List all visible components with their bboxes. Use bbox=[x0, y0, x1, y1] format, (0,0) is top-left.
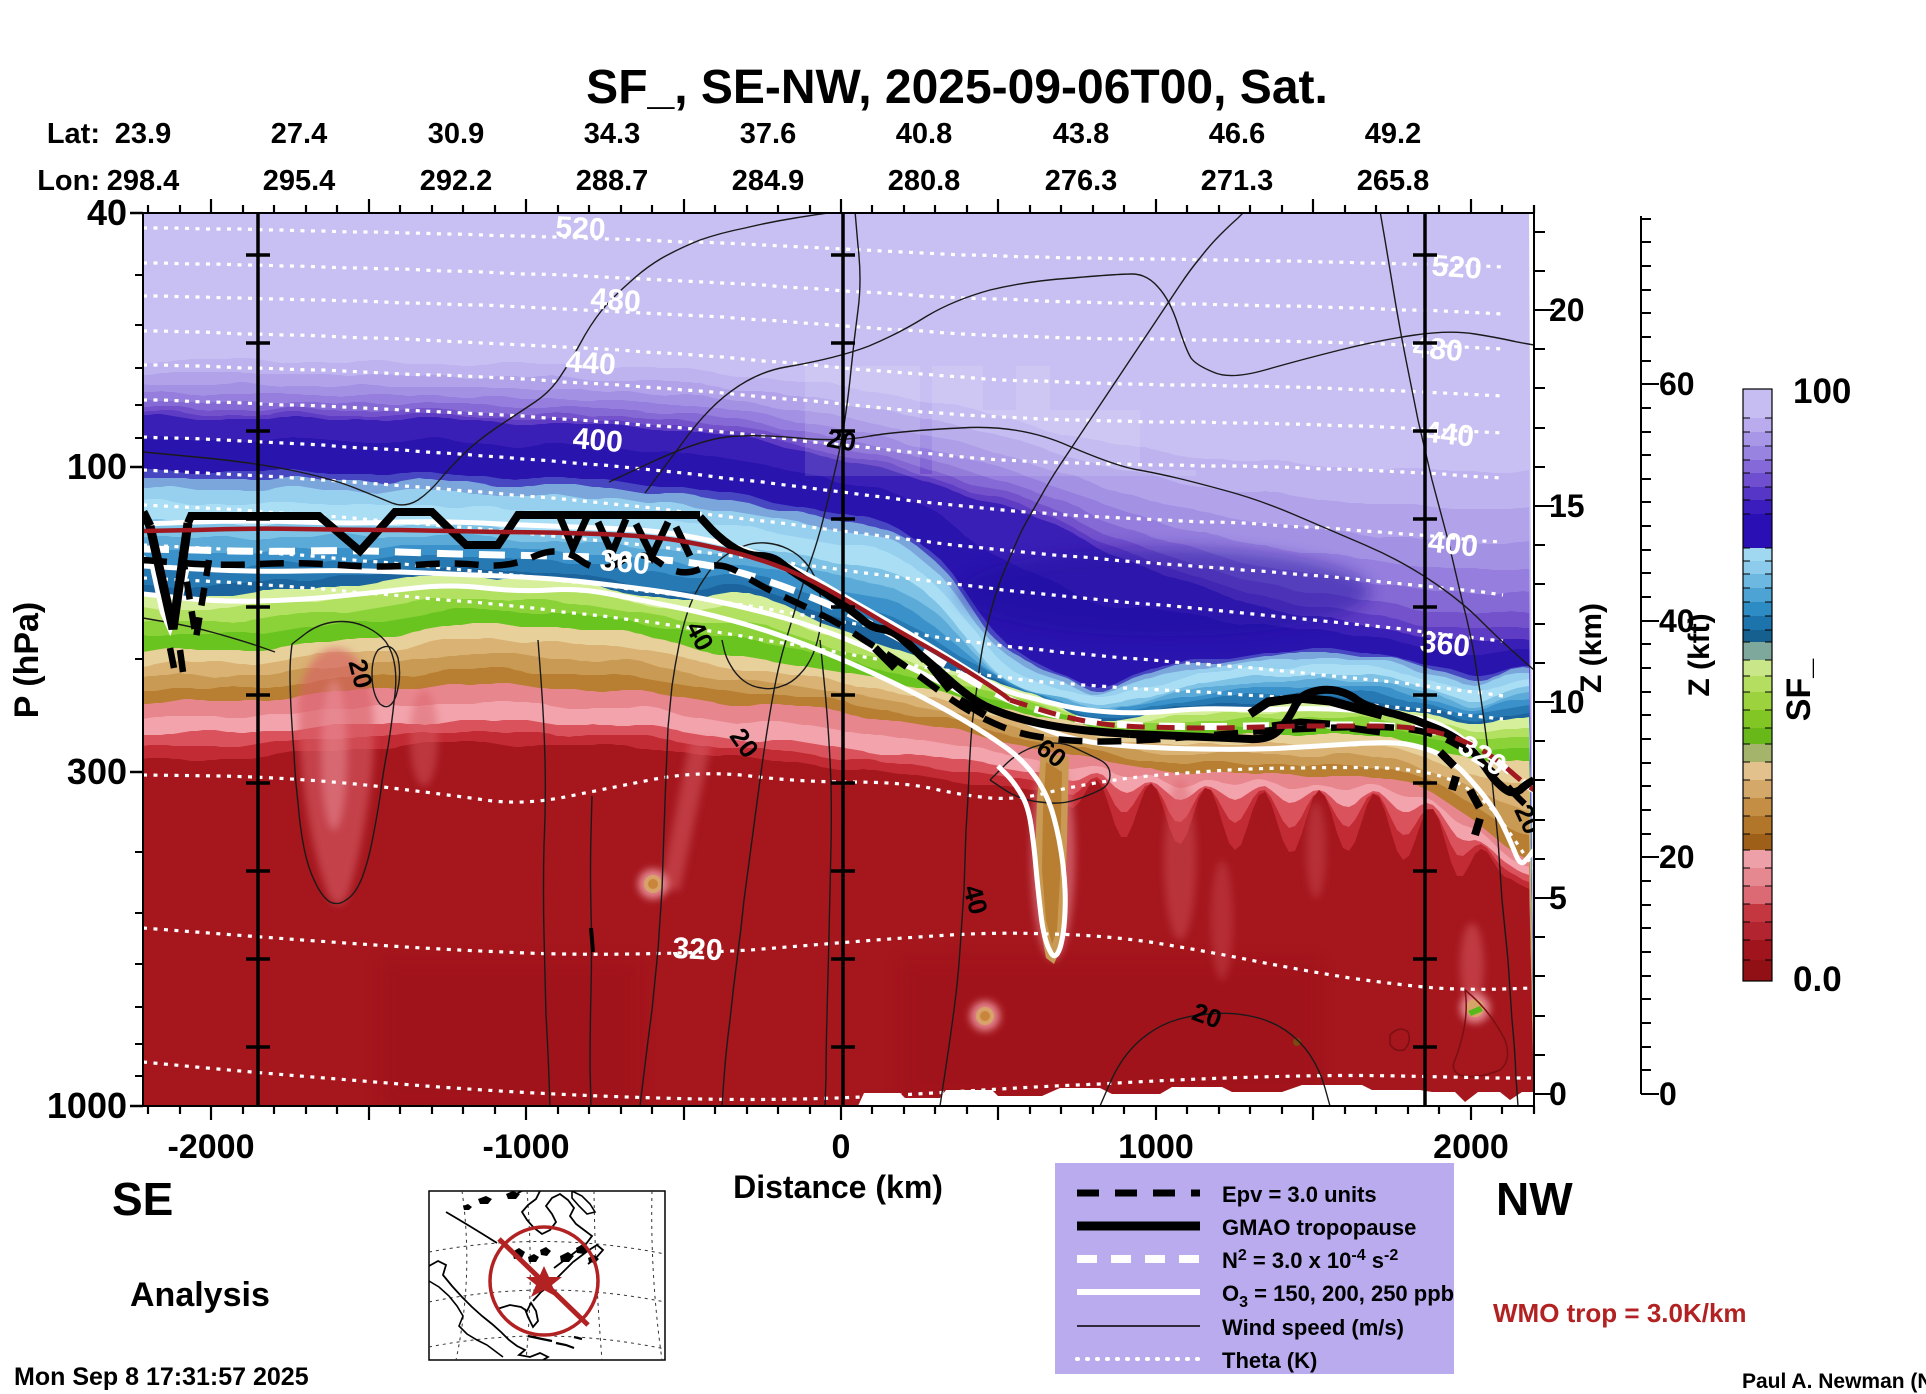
svg-text:276.3: 276.3 bbox=[1045, 165, 1118, 197]
svg-text:Wind speed (m/s): Wind speed (m/s) bbox=[1222, 1315, 1404, 1340]
svg-text:NW: NW bbox=[1496, 1173, 1573, 1225]
svg-text:Z (km): Z (km) bbox=[1575, 603, 1608, 693]
svg-text:Analysis: Analysis bbox=[130, 1276, 270, 1314]
svg-text:100: 100 bbox=[67, 446, 127, 487]
svg-text:20: 20 bbox=[1549, 292, 1585, 328]
svg-text:5: 5 bbox=[1549, 880, 1567, 916]
svg-text:320: 320 bbox=[672, 932, 724, 968]
svg-text:440: 440 bbox=[565, 345, 617, 381]
svg-text:60: 60 bbox=[1659, 366, 1695, 402]
svg-text:Theta (K): Theta (K) bbox=[1222, 1348, 1317, 1373]
svg-text:520: 520 bbox=[555, 211, 607, 247]
svg-text:GMAO tropopause: GMAO tropopause bbox=[1222, 1215, 1416, 1240]
svg-text:40: 40 bbox=[1659, 603, 1695, 639]
svg-text:480: 480 bbox=[590, 282, 642, 318]
svg-text:400: 400 bbox=[571, 422, 624, 459]
svg-text:2000: 2000 bbox=[1433, 1128, 1509, 1166]
svg-text:20: 20 bbox=[1659, 839, 1695, 875]
svg-text:-2000: -2000 bbox=[168, 1128, 255, 1166]
svg-text:298.4: 298.4 bbox=[107, 165, 180, 197]
svg-text:292.2: 292.2 bbox=[420, 165, 493, 197]
svg-text:SF_, SE-NW, 2025-09-06T00, Sat: SF_, SE-NW, 2025-09-06T00, Sat. bbox=[586, 61, 1328, 114]
svg-text:300: 300 bbox=[67, 751, 127, 792]
svg-text:0: 0 bbox=[1549, 1076, 1567, 1112]
svg-text:280.8: 280.8 bbox=[888, 165, 961, 197]
svg-text:-1000: -1000 bbox=[483, 1128, 570, 1166]
svg-text:0: 0 bbox=[1659, 1076, 1677, 1112]
svg-text:100: 100 bbox=[1793, 372, 1851, 411]
svg-text:N2 = 3.0 x 10-4 s-2: N2 = 3.0 x 10-4 s-2 bbox=[1222, 1247, 1398, 1273]
svg-text:46.6: 46.6 bbox=[1209, 118, 1265, 150]
svg-text:Lat:: Lat: bbox=[47, 118, 100, 150]
svg-text:Epv = 3.0 units: Epv = 3.0 units bbox=[1222, 1182, 1377, 1207]
svg-text:0: 0 bbox=[832, 1128, 851, 1166]
svg-text:34.3: 34.3 bbox=[584, 118, 640, 150]
svg-text:37.6: 37.6 bbox=[740, 118, 796, 150]
svg-text:10: 10 bbox=[1549, 684, 1585, 720]
svg-text:49.2: 49.2 bbox=[1365, 118, 1421, 150]
svg-text:400: 400 bbox=[1426, 526, 1479, 564]
svg-text:WMO trop = 3.0K/km: WMO trop = 3.0K/km bbox=[1493, 1298, 1747, 1328]
svg-text:1000: 1000 bbox=[1118, 1128, 1194, 1166]
svg-text:23.9: 23.9 bbox=[115, 118, 171, 150]
svg-text:15: 15 bbox=[1549, 488, 1585, 524]
svg-text:295.4: 295.4 bbox=[263, 165, 336, 197]
svg-text:43.8: 43.8 bbox=[1053, 118, 1109, 150]
svg-text:480: 480 bbox=[1411, 331, 1464, 368]
svg-text:40.8: 40.8 bbox=[896, 118, 952, 150]
svg-text:440: 440 bbox=[1422, 416, 1475, 454]
svg-text:P (hPa): P (hPa) bbox=[8, 602, 46, 719]
svg-text:0.0: 0.0 bbox=[1793, 960, 1842, 999]
svg-text:288.7: 288.7 bbox=[576, 165, 649, 197]
svg-text:Lon:: Lon: bbox=[37, 165, 100, 197]
svg-text:SE: SE bbox=[112, 1173, 173, 1225]
svg-text:40: 40 bbox=[87, 192, 127, 233]
svg-text:27.4: 27.4 bbox=[271, 118, 327, 150]
svg-text:520: 520 bbox=[1431, 249, 1483, 285]
svg-text:30.9: 30.9 bbox=[428, 118, 484, 150]
svg-text:Z (kft): Z (kft) bbox=[1683, 613, 1716, 696]
svg-text:1000: 1000 bbox=[47, 1085, 127, 1126]
svg-text:360: 360 bbox=[598, 544, 651, 581]
svg-text:Paul A. Newman (NASA: Paul A. Newman (NASA bbox=[1742, 1370, 1926, 1393]
svg-text:265.8: 265.8 bbox=[1357, 165, 1430, 197]
svg-text:271.3: 271.3 bbox=[1201, 165, 1274, 197]
svg-text:284.9: 284.9 bbox=[732, 165, 805, 197]
svg-text:SF_: SF_ bbox=[1780, 658, 1818, 721]
svg-text:Mon Sep 8 17:31:57 2025: Mon Sep 8 17:31:57 2025 bbox=[14, 1363, 309, 1391]
svg-text:360: 360 bbox=[1418, 626, 1471, 664]
svg-text:Distance (km): Distance (km) bbox=[733, 1169, 943, 1205]
